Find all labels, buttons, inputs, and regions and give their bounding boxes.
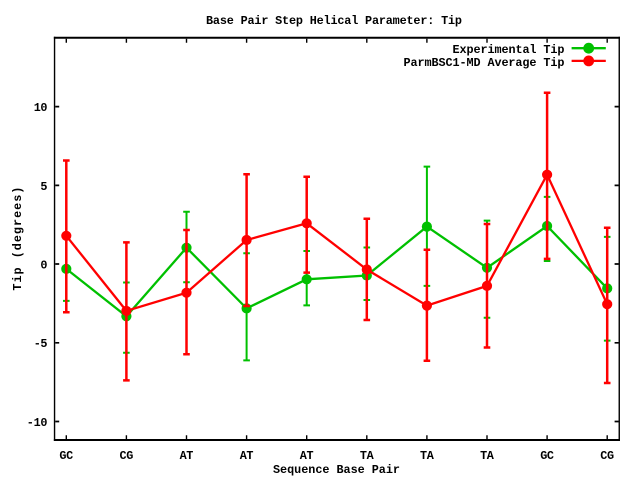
svg-text:Experimental Tip: Experimental Tip	[453, 43, 565, 57]
svg-text:ParmBSC1-MD Average Tip: ParmBSC1-MD Average Tip	[404, 56, 565, 70]
svg-text:AT: AT	[300, 449, 314, 463]
svg-text:GC: GC	[540, 449, 554, 463]
svg-text:GC: GC	[59, 449, 73, 463]
svg-text:10: 10	[34, 101, 48, 115]
svg-text:CG: CG	[120, 449, 134, 463]
svg-text:-10: -10	[27, 416, 48, 430]
svg-text:CG: CG	[600, 449, 614, 463]
svg-text:5: 5	[40, 180, 47, 194]
svg-text:Tip (degrees): Tip (degrees)	[11, 187, 25, 291]
svg-text:TA: TA	[480, 449, 495, 463]
svg-text:AT: AT	[240, 449, 254, 463]
svg-text:Base Pair Step Helical Paramet: Base Pair Step Helical Parameter: Tip	[206, 14, 462, 28]
svg-text:0: 0	[40, 258, 47, 272]
svg-text:Sequence Base Pair: Sequence Base Pair	[273, 463, 400, 477]
svg-text:-5: -5	[34, 337, 48, 351]
svg-text:AT: AT	[180, 449, 194, 463]
svg-text:TA: TA	[360, 449, 375, 463]
svg-text:TA: TA	[420, 449, 435, 463]
